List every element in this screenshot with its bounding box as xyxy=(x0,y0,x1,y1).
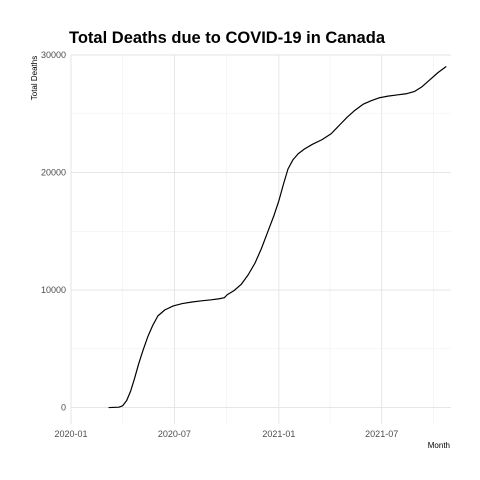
y-axis-label: Total Deaths xyxy=(30,56,39,100)
y-tick-label: 10000 xyxy=(41,285,66,295)
y-tick-label: 0 xyxy=(61,403,66,413)
grid-major xyxy=(70,54,451,424)
grid-minor xyxy=(71,55,451,424)
x-axis-label: Month xyxy=(428,441,450,450)
x-tick-label: 2020-01 xyxy=(54,429,87,439)
x-tick-label: 2021-01 xyxy=(262,429,295,439)
y-tick-labels: 0 10000 20000 30000 xyxy=(41,50,66,413)
x-tick-label: 2021-07 xyxy=(365,429,398,439)
series-layer xyxy=(108,66,447,409)
y-tick-label: 30000 xyxy=(41,50,66,60)
x-tick-label: 2020-07 xyxy=(158,429,191,439)
chart-title: Total Deaths due to COVID-19 in Canada xyxy=(69,29,386,47)
x-tick-labels: 2020-01 2020-07 2021-01 2021-07 xyxy=(54,429,398,439)
y-tick-label: 20000 xyxy=(41,168,66,178)
series-line xyxy=(108,66,447,409)
